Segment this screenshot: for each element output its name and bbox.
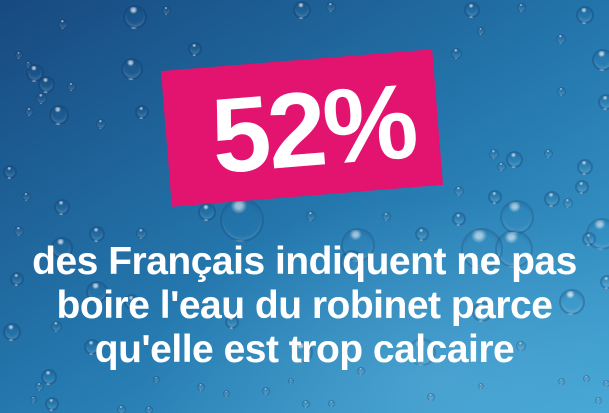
bubble xyxy=(427,393,435,401)
bubble xyxy=(516,2,526,12)
bubble xyxy=(14,226,24,236)
bubble xyxy=(116,404,126,413)
bubble xyxy=(66,81,76,91)
bubble xyxy=(496,161,506,171)
caption: des Français indiquent ne pas boire l'ea… xyxy=(0,240,609,372)
bubble xyxy=(50,320,62,332)
bubble xyxy=(293,1,311,19)
stat-card: 52% xyxy=(160,49,444,207)
bubble xyxy=(488,190,502,204)
bubble xyxy=(598,94,609,110)
bubble xyxy=(197,383,205,391)
bubble xyxy=(500,200,534,234)
bubble xyxy=(152,375,160,383)
bubble xyxy=(594,396,602,404)
bubble xyxy=(556,86,566,96)
bubble xyxy=(188,42,202,56)
bubble xyxy=(489,149,499,159)
bubble xyxy=(96,119,106,129)
bubble xyxy=(408,338,436,366)
bubble xyxy=(54,199,70,215)
bubble xyxy=(291,341,313,363)
bubble xyxy=(472,302,492,322)
bubble xyxy=(559,289,585,315)
bubble xyxy=(544,191,560,207)
bubble xyxy=(326,2,336,12)
stat-value: 52% xyxy=(207,62,420,197)
bubble xyxy=(543,148,553,158)
bubble xyxy=(35,92,47,104)
bubble xyxy=(135,105,149,119)
bubble xyxy=(306,211,316,221)
bubble xyxy=(89,226,105,242)
bubble xyxy=(288,378,294,384)
bubble xyxy=(58,19,68,29)
bubble xyxy=(516,341,526,351)
bubble xyxy=(340,250,364,274)
bubble xyxy=(478,383,484,389)
bubble xyxy=(576,6,594,24)
bubble xyxy=(582,374,590,382)
bubble xyxy=(51,237,73,259)
bubble xyxy=(161,5,171,15)
bubble xyxy=(477,27,485,35)
bubble xyxy=(600,275,609,289)
bubble xyxy=(135,227,147,239)
bubble xyxy=(29,395,37,403)
bubble xyxy=(225,315,239,329)
bubble xyxy=(495,230,533,268)
bubble xyxy=(24,106,34,116)
bubble xyxy=(49,105,69,125)
bubble xyxy=(123,5,147,29)
bubble xyxy=(37,75,55,93)
bubble xyxy=(557,377,565,385)
bubble xyxy=(86,281,108,303)
bubble xyxy=(220,198,264,242)
bubble xyxy=(327,399,335,407)
bubble xyxy=(357,367,365,375)
caption-line-3: qu'elle est trop calcaire xyxy=(94,328,515,371)
bubble xyxy=(10,272,24,286)
bubble xyxy=(302,400,310,408)
bubble xyxy=(121,58,143,80)
bubble xyxy=(381,211,391,221)
bubble xyxy=(145,406,153,413)
bubble xyxy=(450,47,462,59)
caption-line-2: boire l'eau du robinet parce xyxy=(56,284,553,327)
bubble xyxy=(452,212,466,226)
bubble xyxy=(15,51,23,59)
bubble xyxy=(577,159,593,175)
bubble xyxy=(592,49,609,71)
bubble xyxy=(124,294,140,310)
bubble xyxy=(198,203,216,221)
bubble xyxy=(556,34,566,44)
caption-line-1: des Français indiquent ne pas xyxy=(32,240,577,283)
bubble xyxy=(454,186,464,196)
bubble xyxy=(41,369,57,385)
bubble xyxy=(34,381,44,391)
bubble xyxy=(505,150,523,168)
bubble xyxy=(602,379,609,387)
bubble xyxy=(45,397,59,411)
bubble xyxy=(415,227,429,241)
bubble xyxy=(21,191,31,201)
bubble xyxy=(575,180,589,194)
bubble xyxy=(3,165,17,179)
bubble xyxy=(464,2,480,18)
bubble xyxy=(84,339,100,355)
bubble xyxy=(586,218,609,250)
bubble xyxy=(3,323,21,341)
bubble xyxy=(563,198,573,208)
bubble xyxy=(262,387,270,395)
bubble xyxy=(222,389,230,397)
